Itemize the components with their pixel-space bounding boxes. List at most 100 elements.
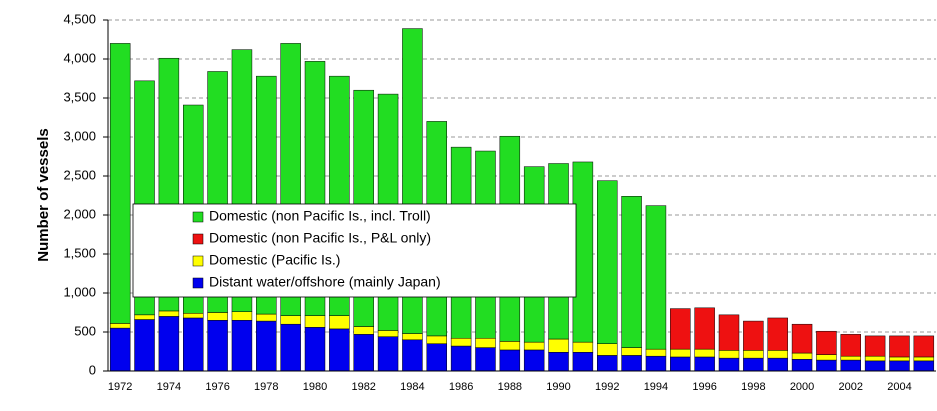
bar-segment	[207, 312, 228, 321]
y-tick-label: 500	[74, 323, 96, 338]
bar-segment	[329, 328, 350, 372]
bar-segment	[913, 360, 935, 372]
bar-segment	[767, 357, 788, 372]
bar-segment	[718, 350, 740, 359]
x-tick-label: 1998	[741, 381, 765, 393]
bar-segment	[816, 330, 837, 355]
bar-segment	[109, 43, 131, 324]
bar-segment	[304, 315, 326, 328]
legend-swatch	[192, 233, 204, 245]
legend-box	[132, 203, 577, 298]
x-tick-label: 1992	[595, 381, 619, 393]
bar-segment	[791, 352, 813, 360]
bar-segment	[109, 327, 131, 372]
y-tick-label: 0	[89, 362, 96, 377]
x-tick-label: 1994	[644, 381, 668, 393]
bar-segment	[280, 315, 301, 325]
bar-segment	[718, 357, 740, 372]
bar-segment	[256, 313, 277, 322]
bar-segment	[572, 341, 594, 353]
x-tick-label: 2004	[887, 381, 911, 393]
bar-segment	[572, 352, 594, 372]
bar-segment	[499, 349, 521, 372]
y-tick-label: 1,000	[63, 284, 96, 299]
legend-label: Domestic (non Pacific Is., incl. Troll)	[209, 208, 431, 224]
legend-swatch	[192, 277, 204, 289]
bar-segment	[767, 317, 788, 351]
y-tick-label: 3,500	[63, 89, 96, 104]
x-tick-label: 2002	[839, 381, 863, 393]
bar-segment	[523, 341, 545, 351]
y-tick-label: 2,500	[63, 167, 96, 182]
bar-segment	[913, 356, 935, 362]
bar-segment	[864, 335, 886, 357]
legend-swatch	[192, 211, 204, 223]
bar-segment	[621, 196, 642, 348]
bar-segment	[548, 352, 569, 372]
bar-segment	[256, 320, 277, 372]
bar-segment	[475, 347, 496, 372]
bar-segment	[134, 314, 155, 320]
x-tick-label: 1988	[498, 381, 522, 393]
bar-segment	[840, 355, 861, 361]
legend-swatch	[192, 255, 204, 267]
bar-segment	[402, 333, 423, 341]
bar-segment	[183, 313, 204, 319]
bar-segment	[840, 334, 861, 357]
x-tick-label: 1982	[351, 381, 375, 393]
bar-segment	[645, 348, 667, 357]
bar-segment	[231, 311, 253, 321]
bar-segment	[597, 343, 618, 356]
bar-segment	[377, 336, 399, 372]
bar-segment	[158, 310, 180, 317]
bar-segment	[207, 320, 228, 372]
legend-label: Domestic (Pacific Is.)	[209, 252, 340, 268]
x-tick-label: 1978	[254, 381, 278, 393]
legend-label: Domestic (non Pacific Is., P&L only)	[209, 230, 431, 246]
x-tick-label: 1976	[205, 381, 229, 393]
bar-segment	[791, 359, 813, 372]
x-tick-label: 1990	[546, 381, 570, 393]
bar-segment	[864, 355, 886, 362]
bar-segment	[694, 348, 715, 358]
y-tick-label: 2,000	[63, 206, 96, 221]
bar-segment	[694, 307, 715, 350]
bar-segment	[426, 335, 447, 344]
bar-segment	[670, 348, 691, 358]
bar-segment	[353, 326, 374, 335]
x-tick-label: 1974	[157, 381, 181, 393]
bar-segment	[377, 330, 399, 337]
y-axis-label: Number of vessels	[35, 128, 52, 261]
bar-segment	[329, 315, 350, 330]
x-tick-label: 1972	[108, 381, 132, 393]
bar-segment	[767, 350, 788, 359]
bar-segment	[889, 335, 910, 358]
bar-segment	[621, 355, 642, 372]
y-tick-label: 3,000	[63, 128, 96, 143]
bar-segment	[816, 354, 837, 361]
bar-segment	[597, 180, 618, 344]
bar-segment	[523, 349, 545, 372]
bar-segment	[109, 323, 131, 329]
x-tick-label: 1996	[692, 381, 716, 393]
bar-segment	[475, 337, 496, 348]
x-tick-label: 1980	[303, 381, 327, 393]
legend-label: Distant water/offshore (mainly Japan)	[209, 274, 441, 290]
bar-segment	[743, 350, 764, 359]
bar-segment	[840, 359, 861, 372]
bar-segment	[791, 323, 813, 354]
y-tick-label: 1,500	[63, 245, 96, 260]
bar-segment	[548, 338, 569, 353]
bar-segment	[889, 356, 910, 362]
bar-segment	[694, 356, 715, 372]
bar-segment	[304, 327, 326, 372]
bar-segment	[499, 341, 521, 351]
x-tick-label: 1986	[449, 381, 473, 393]
bar-segment	[670, 356, 691, 372]
bar-segment	[743, 320, 764, 351]
bar-segment	[353, 334, 374, 372]
bar-segment	[231, 320, 253, 372]
bar-segment	[816, 359, 837, 372]
